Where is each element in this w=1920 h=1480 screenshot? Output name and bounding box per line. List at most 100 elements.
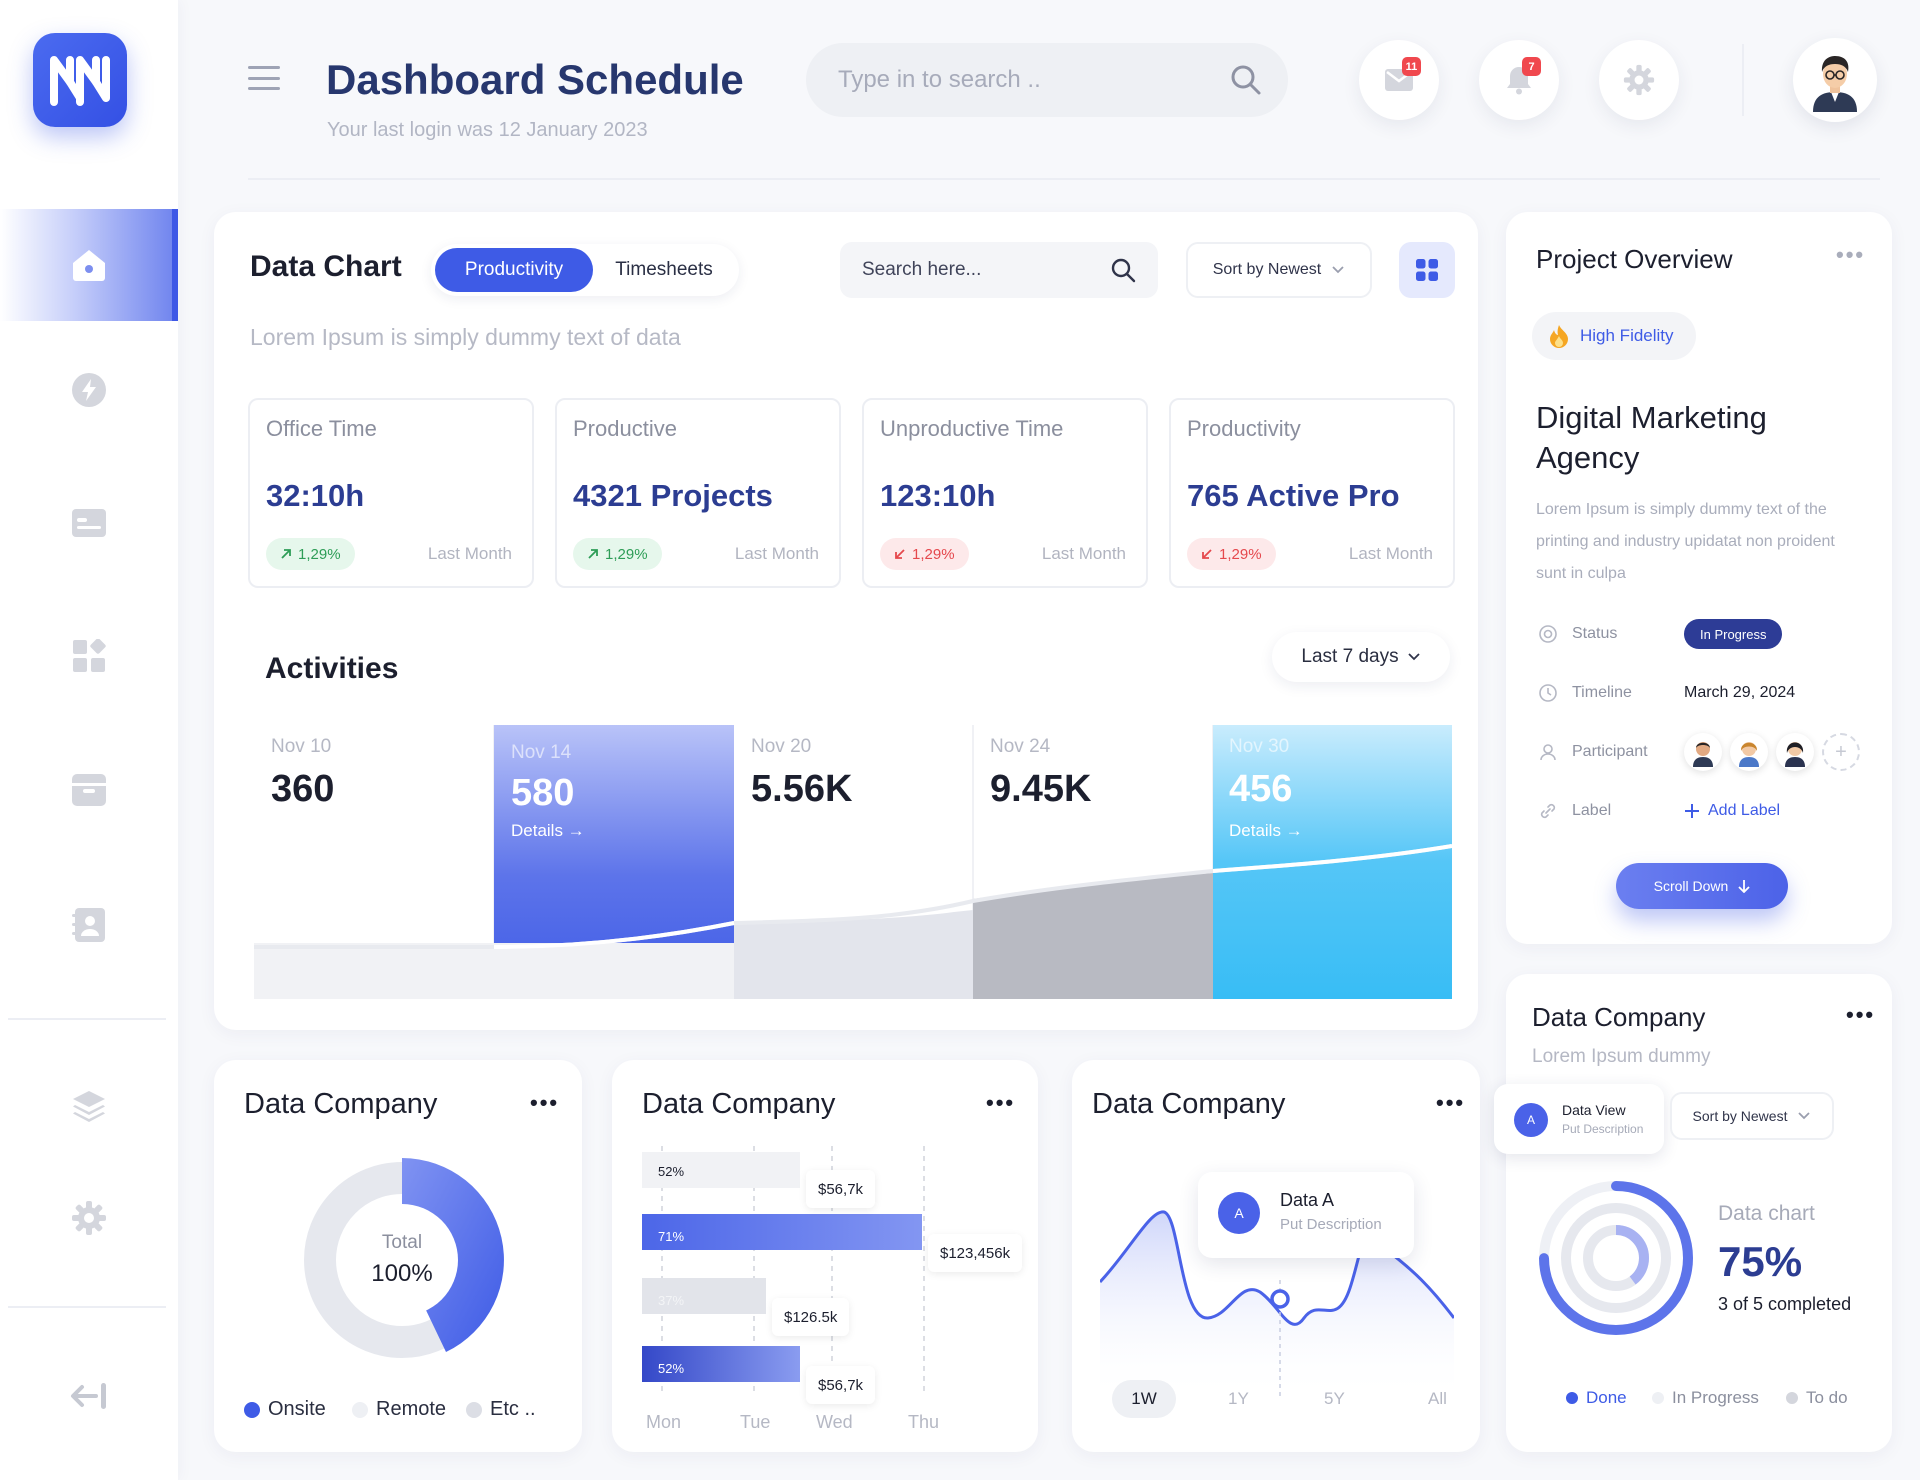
add-label-text: Add Label xyxy=(1708,802,1781,819)
stat-card-productive[interactable]: Productive 4321 Projects 1,29% Last Mont… xyxy=(555,398,841,588)
stat-label: Productivity xyxy=(1187,416,1301,441)
layers-icon xyxy=(73,1091,105,1122)
card-title: Data Company xyxy=(642,1088,836,1120)
chevron-down-icon xyxy=(1332,266,1344,274)
label-row: Label Add Label xyxy=(1536,794,1876,828)
participant-avatar[interactable] xyxy=(1684,733,1722,771)
data-tooltip: A Data A Put Description xyxy=(1198,1172,1414,1258)
card-icon xyxy=(72,509,106,537)
participant-avatar-icon xyxy=(1693,742,1713,767)
stat-value: 765 Active Pro xyxy=(1187,478,1400,513)
high-fidelity-chip[interactable]: High Fidelity xyxy=(1532,312,1696,360)
activity-value: 580 xyxy=(511,772,575,814)
legend-to-do: To do xyxy=(1786,1388,1848,1408)
grid-view-button[interactable] xyxy=(1399,242,1455,298)
header-divider xyxy=(248,178,1880,180)
more-options-icon[interactable]: ••• xyxy=(986,1090,1016,1115)
add-participant-button[interactable]: + xyxy=(1822,733,1860,771)
logout-icon xyxy=(71,1383,106,1409)
data-company-line-card: Data Company ••• A Data A Put Descriptio… xyxy=(1072,1060,1480,1452)
status-badge[interactable]: In Progress xyxy=(1684,619,1783,649)
data-chart-subtitle: Lorem Ipsum is simply dummy text of data xyxy=(250,324,681,350)
sidebar-item-archive[interactable] xyxy=(0,734,178,846)
participant-avatar[interactable] xyxy=(1776,733,1814,771)
user-avatar[interactable] xyxy=(1793,38,1877,122)
sidebar-item-activity[interactable] xyxy=(0,334,178,446)
data-view-avatar: A xyxy=(1514,1103,1548,1137)
donut-chart xyxy=(304,1158,504,1358)
search-icon[interactable] xyxy=(1110,257,1136,283)
period-5y[interactable]: 5Y xyxy=(1324,1389,1345,1408)
mail-button[interactable]: 11 xyxy=(1359,40,1439,120)
period-all[interactable]: All xyxy=(1428,1389,1447,1408)
settings-button[interactable] xyxy=(1599,40,1679,120)
stat-period: Last Month xyxy=(734,544,819,563)
bar-amount: $126.5k xyxy=(772,1298,850,1336)
data-view-description: Put Description xyxy=(1562,1122,1644,1136)
notifications-button[interactable]: 7 xyxy=(1479,40,1559,120)
ring-done[interactable] xyxy=(1539,1181,1693,1335)
more-options-icon[interactable]: ••• xyxy=(1836,242,1866,267)
card-title: Data Company xyxy=(1092,1088,1286,1120)
sidebar-item-home[interactable] xyxy=(0,209,178,321)
more-options-icon[interactable]: ••• xyxy=(1846,1002,1876,1027)
data-view-chip[interactable]: A Data View Put Description xyxy=(1494,1084,1664,1154)
more-options-icon[interactable]: ••• xyxy=(530,1090,560,1115)
day-label: Tue xyxy=(740,1412,771,1432)
activity-details-link[interactable]: Details → xyxy=(511,821,585,840)
tab-timesheets[interactable]: Timesheets xyxy=(615,259,713,280)
sidebar-item-contacts[interactable] xyxy=(0,869,178,981)
card-subtitle: Lorem Ipsum dummy xyxy=(1532,1046,1711,1067)
add-label-button[interactable]: Add Label xyxy=(1684,802,1780,820)
arrow-down-left-icon xyxy=(1202,549,1212,559)
bar-row-4[interactable] xyxy=(642,1346,800,1382)
stat-card-productivity[interactable]: Productivity 765 Active Pro 1,29% Last M… xyxy=(1169,398,1455,588)
data-view-name: Data View xyxy=(1562,1102,1626,1118)
lightning-icon xyxy=(72,373,106,407)
activity-date: Nov 14 xyxy=(511,742,572,763)
app-logo[interactable] xyxy=(33,33,127,127)
search-icon[interactable] xyxy=(1230,64,1262,96)
sidebar-item-widgets[interactable] xyxy=(0,600,178,712)
card-title: Data Company xyxy=(244,1088,438,1120)
global-search-input[interactable] xyxy=(838,66,1230,94)
sort-dropdown-label: Sort by Newest xyxy=(1212,261,1322,278)
bar-row-2[interactable] xyxy=(642,1214,922,1250)
sidebar-item-layers[interactable] xyxy=(0,1050,178,1162)
period-1w[interactable]: 1W xyxy=(1112,1380,1176,1418)
tab-productivity[interactable]: Productivity xyxy=(435,248,593,292)
sort-dropdown[interactable]: Sort by Newest xyxy=(1186,242,1372,298)
sidebar-item-settings[interactable] xyxy=(0,1162,178,1274)
chevron-down-icon xyxy=(1407,653,1420,661)
bar-row-3[interactable] xyxy=(642,1278,766,1314)
gear-icon xyxy=(72,1201,106,1235)
ring-in-progress[interactable] xyxy=(1583,1225,1649,1291)
data-chart-search-input[interactable] xyxy=(862,259,1110,281)
clock-icon xyxy=(1536,681,1560,705)
stat-change-badge: 1,29% xyxy=(266,538,355,570)
more-options-icon[interactable]: ••• xyxy=(1436,1090,1466,1115)
sidebar-item-cards[interactable] xyxy=(0,467,178,579)
stat-card-unproductive-time[interactable]: Unproductive Time 123:10h 1,29% Last Mon… xyxy=(862,398,1148,588)
participant-avatar[interactable] xyxy=(1730,733,1768,771)
activities-chart xyxy=(254,725,1452,999)
page-title: Dashboard Schedule xyxy=(326,56,744,103)
stat-card-office-time[interactable]: Office Time 32:10h 1,29% Last Month xyxy=(248,398,534,588)
period-1y[interactable]: 1Y xyxy=(1228,1389,1249,1408)
donut-onsite-segment[interactable] xyxy=(402,1158,504,1352)
hamburger-menu-button[interactable] xyxy=(248,66,280,90)
line-data-point[interactable] xyxy=(1270,1289,1290,1309)
range-dropdown[interactable]: Last 7 days xyxy=(1272,632,1450,682)
gear-icon xyxy=(1623,64,1655,96)
bar-row-1[interactable] xyxy=(642,1152,800,1188)
bar-amount: $56,7k xyxy=(806,1366,876,1404)
activity-details-link[interactable]: Details → xyxy=(1229,821,1303,840)
sort-dropdown[interactable]: Sort by Newest xyxy=(1670,1092,1834,1140)
bar-percent: 52% xyxy=(658,1361,685,1376)
user-avatar-icon xyxy=(1813,56,1857,112)
high-fidelity-label: High Fidelity xyxy=(1580,326,1674,345)
day-label: Mon xyxy=(646,1412,682,1432)
legend-onsite: Onsite xyxy=(244,1398,326,1421)
sidebar-item-logout[interactable] xyxy=(0,1340,178,1452)
scroll-down-button[interactable]: Scroll Down xyxy=(1616,863,1788,909)
